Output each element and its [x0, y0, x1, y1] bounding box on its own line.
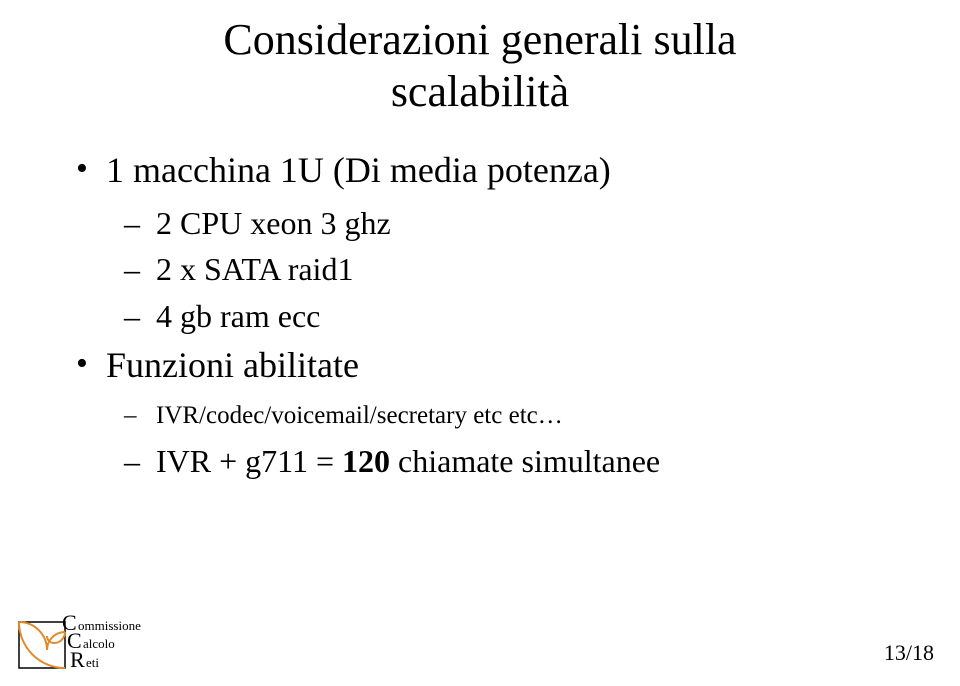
bullet-functions-sub-1-bold: 120 [342, 443, 390, 479]
svg-text:eti: eti [86, 655, 99, 670]
page-total: 18 [912, 640, 934, 665]
bullet-functions: Funzioni abilitate [70, 339, 960, 391]
page-number: 13/18 [884, 640, 934, 666]
bullet-functions-sub-1: IVR + g711 = 120 chiamate simultanee [118, 438, 960, 484]
slide-content: 1 macchina 1U (Di media potenza) 2 CPU x… [0, 118, 960, 484]
svg-text:alcolo: alcolo [83, 636, 115, 651]
page-current: 13 [884, 640, 906, 665]
bullet-machine: 1 macchina 1U (Di media potenza) [70, 144, 960, 196]
bullet-functions-sub-1-prefix: IVR + g711 = [156, 443, 342, 479]
bullet-functions-sub-1-suffix: chiamate simultanee [390, 443, 660, 479]
title-line-2: scalabilità [0, 66, 960, 118]
bullet-machine-spec-2: 4 gb ram ecc [118, 293, 960, 339]
slide-title: Considerazioni generali sulla scalabilit… [0, 0, 960, 118]
footer-logo: C ommissione C alcolo R eti [18, 572, 143, 672]
title-line-1: Considerazioni generali sulla [0, 14, 960, 66]
bullet-machine-spec-1: 2 x SATA raid1 [118, 246, 960, 292]
svg-text:R: R [70, 647, 85, 672]
bullet-machine-spec-0: 2 CPU xeon 3 ghz [118, 200, 960, 246]
bullet-functions-sub-0: IVR/codec/voicemail/secretary etc etc… [118, 395, 960, 438]
svg-text:ommissione: ommissione [78, 618, 141, 633]
